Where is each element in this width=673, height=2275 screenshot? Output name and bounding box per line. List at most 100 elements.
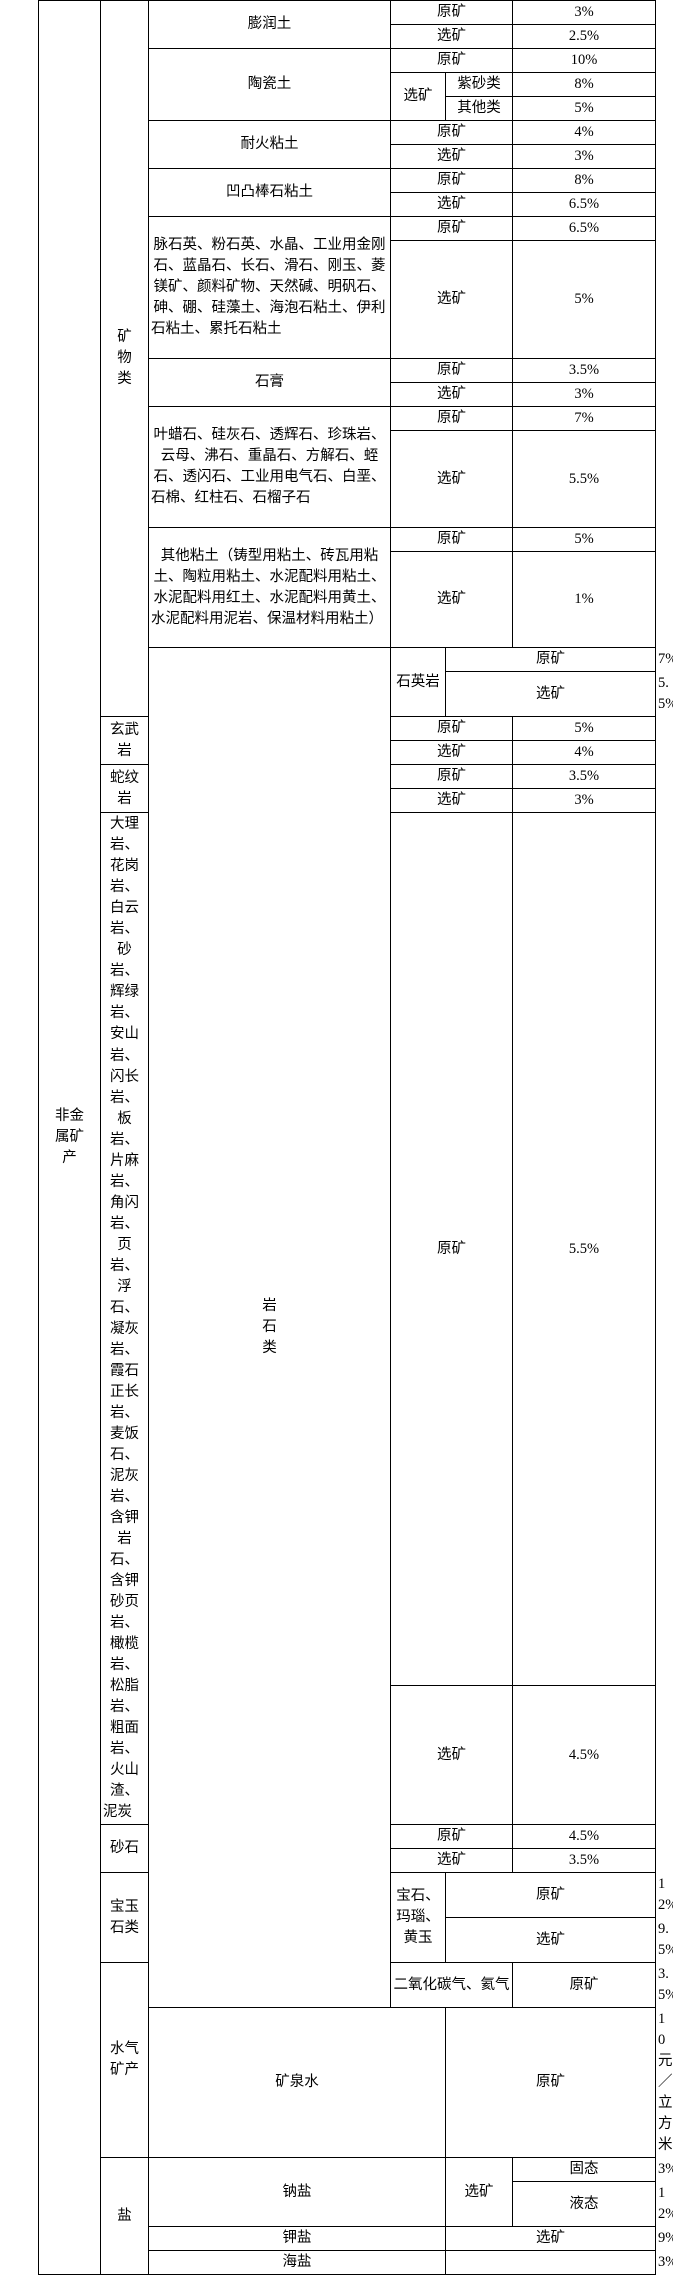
rate-value: 4.5% [512, 1685, 656, 1826]
stage-dressed-ore: 选矿 [445, 1917, 656, 1964]
category-cell-water-gas: 水气 矿产 [100, 1962, 149, 2159]
stage-substage: 其他类 [445, 96, 513, 122]
table-row: 盐 钠盐 选矿 固态 3% [39, 2157, 673, 2275]
rate-value: 3.5% [512, 764, 656, 790]
item-name-sea-salt: 海盐 [148, 2250, 446, 2275]
subcategory-cell-mineral: 矿物类 [100, 0, 149, 718]
table-row: 非金 属矿产 矿物类 膨润土 原矿 3% [38, 0, 656, 2275]
category-cell-nonmetal: 非金 属矿产 [38, 0, 101, 2275]
stage-dressed-ore: 选矿 [390, 1848, 513, 1874]
item-name-co2-gas: 二氧化碳气、氦气 [390, 1962, 513, 2009]
stage-raw-ore: 原矿 [390, 812, 513, 1687]
stage-raw-ore: 原矿 [390, 0, 513, 26]
rate-value: 5% [512, 716, 656, 742]
rate-value: 3% [512, 788, 656, 814]
item-name-quartz-group: 脉石英、粉石英、水晶、工业用金刚石、蓝晶石、长石、滑石、刚玉、菱镁矿、颜料矿物、… [148, 216, 391, 360]
table-row: 石膏 原矿 3.5% [39, 358, 656, 408]
stage-raw-ore: 原矿 [390, 120, 513, 146]
stage-raw-ore: 原矿 [390, 764, 513, 790]
stage-dressed-ore: 选矿 [390, 382, 513, 408]
table-row: 选矿 2.5% [39, 24, 656, 50]
rate-value: 3% [512, 144, 656, 170]
table-row: 选矿 5.5% [39, 671, 673, 718]
category-cell-salt: 盐 [100, 2157, 149, 2275]
stage-dressed-ore: 选矿 [390, 192, 513, 218]
table-row: 选矿 1% [39, 551, 656, 649]
item-name-quartzite: 石英岩 [390, 647, 446, 718]
stage-raw-ore: 原矿 [390, 358, 513, 384]
stage-dressed-ore: 选矿 [390, 144, 513, 170]
subcategory-cell-rock: 岩石类 [148, 647, 391, 2009]
rate-value: 6.5% [512, 192, 656, 218]
item-name-attapulgite-clay: 凹凸棒石粘土 [148, 168, 391, 218]
stage-substage: 固态 [512, 2157, 656, 2183]
subcategory-cell-gem: 宝玉 石类 [100, 1872, 149, 1964]
rate-value: 3.5% [512, 358, 656, 384]
stage-substage: 液态 [512, 2181, 656, 2228]
stage-dressed-ore: 选矿 [390, 430, 513, 529]
rate-value: 5% [512, 240, 656, 360]
item-name-other-clay: 其他粘土（铸型用粘土、砖瓦用粘土、陶粒用粘土、水泥配料用粘土、水泥配料用红土、水… [148, 527, 391, 649]
stage-raw-ore: 原矿 [390, 216, 513, 242]
table-row: 选矿 5.5% [39, 430, 656, 529]
stage-raw-ore: 原矿 [390, 406, 513, 432]
table-row: 选矿 3% [39, 144, 656, 170]
stage-dressed-ore: 选矿 [390, 788, 513, 814]
table-row: 耐火粘土 原矿 4% [39, 120, 656, 170]
rate-value: 4% [512, 120, 656, 146]
rate-value: 10% [512, 48, 656, 74]
table-row: 其他粘土（铸型用粘土、砖瓦用粘土、陶粒用粘土、水泥配料用粘土、水泥配料用红土、水… [39, 527, 656, 649]
rate-value: 5.5% [512, 430, 656, 529]
stage-raw-ore: 原矿 [390, 527, 513, 553]
item-name-potassium-salt: 钾盐 [148, 2226, 446, 2252]
stage-substage: 紫砂类 [445, 72, 513, 98]
rate-value: 8% [512, 168, 656, 194]
stage-raw-ore: 原矿 [390, 1824, 513, 1850]
table-row: 选矿 5% [39, 240, 656, 360]
resource-tax-rate-table: 非金 属矿产 矿物类 膨润土 原矿 3% 选矿 2.5% 陶瓷土 原矿 10% 选… [38, 0, 673, 2275]
item-name-mineral-water: 矿泉水 [148, 2007, 446, 2159]
stage-dressed-ore: 选矿 [390, 72, 446, 122]
item-name-gypsum: 石膏 [148, 358, 391, 408]
rate-value: 6.5% [512, 216, 656, 242]
stage-raw-ore: 原矿 [390, 48, 513, 74]
item-name-ceramic-clay: 陶瓷土 [148, 48, 391, 122]
item-name-pyrophyllite-group: 叶蜡石、硅灰石、透辉石、珍珠岩、云母、沸石、重晶石、方解石、蛭石、透闪石、工业用… [148, 406, 391, 529]
stage-dressed-ore: 选矿 [390, 240, 513, 360]
stage-dressed-ore: 选矿 [445, 2226, 656, 2252]
item-name-bentonite: 膨润土 [148, 0, 391, 50]
table-row: 蛇纹岩 原矿 3.5% [39, 764, 656, 814]
stage-dressed-ore: 选矿 [390, 1685, 513, 1826]
rate-value: 4% [512, 740, 656, 766]
rate-value: 3.5% [512, 1848, 656, 1874]
stage-raw-ore: 原矿 [512, 1962, 656, 2009]
item-name-sodium-salt: 钠盐 [148, 2157, 446, 2228]
table-row: 其他类 5% [39, 96, 656, 122]
stage-dressed-ore: 选矿 [390, 740, 513, 766]
rate-value: 5% [512, 96, 656, 122]
rate-value: 4.5% [512, 1824, 656, 1850]
table-row: 选矿 3% [39, 382, 656, 408]
table-row: 选矿 3% [39, 788, 656, 814]
stage-dressed-ore: 选矿 [445, 671, 656, 718]
rate-value: 5.5% [512, 812, 656, 1687]
table-row: 脉石英、粉石英、水晶、工业用金刚石、蓝晶石、长石、滑石、刚玉、菱镁矿、颜料矿物、… [39, 216, 656, 360]
stage-empty [445, 2250, 656, 2275]
item-name-sandstone: 砂石 [100, 1824, 149, 1874]
item-name-refractory-clay: 耐火粘土 [148, 120, 391, 170]
item-name-gemstone: 宝石、玛瑙、黄玉 [390, 1872, 446, 1964]
rate-value: 5% [512, 527, 656, 553]
stage-raw-ore: 原矿 [390, 168, 513, 194]
stage-raw-ore: 原矿 [390, 716, 513, 742]
table-row: 选矿 紫砂类 8% [39, 72, 656, 122]
rate-value: 1% [512, 551, 656, 649]
stage-dressed-ore: 选矿 [445, 2157, 513, 2228]
item-name-marble-group: 大理岩、花岗岩、白云岩、砂岩、辉绿岩、安山岩、闪长岩、板岩、片麻岩、角闪岩、页岩… [100, 812, 149, 1826]
stage-raw-ore: 原矿 [445, 1872, 656, 1919]
stage-raw-ore: 原矿 [445, 2007, 656, 2159]
stage-dressed-ore: 选矿 [390, 24, 513, 50]
table-row: 凹凸棒石粘土 原矿 8% [39, 168, 656, 218]
rate-value: 7% [512, 406, 656, 432]
item-name-serpentinite: 蛇纹岩 [100, 764, 149, 814]
stage-dressed-ore: 选矿 [390, 551, 513, 649]
